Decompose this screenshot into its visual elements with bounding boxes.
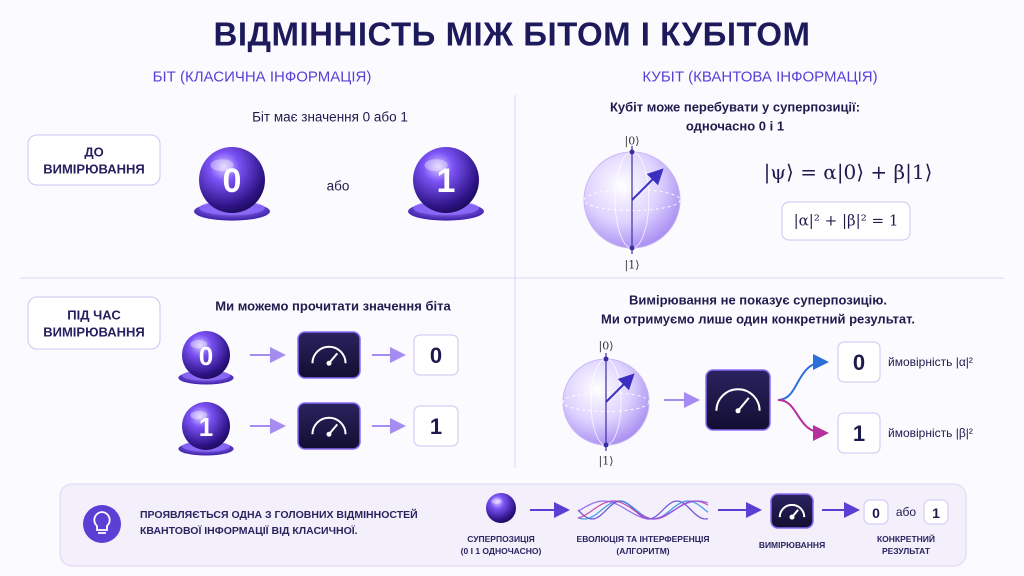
row-label-box [27, 296, 161, 350]
ball-highlight [190, 410, 208, 420]
bit-ball [199, 147, 265, 213]
ball-highlight [491, 498, 502, 504]
bit-value: 0 [198, 341, 214, 371]
normalization: |α|² + |β|² = 1 [793, 211, 899, 230]
gauge-box [705, 369, 771, 431]
bit-value: 1 [436, 162, 456, 200]
title: ВІДМІННІСТЬ МІЖ БІТОМ І КУБІТОМ [213, 15, 811, 53]
pole [629, 149, 635, 155]
footer-panel [59, 483, 967, 567]
row-label: ДО [84, 144, 104, 159]
row-label: ВИМІРЮВАННЯ [43, 161, 145, 176]
bit-ball [182, 402, 230, 450]
bulb-icon [93, 511, 111, 534]
gauge-pivot [789, 514, 795, 520]
step-label: СУПЕРПОЗИЦІЯ [467, 533, 535, 544]
step-label: ЕВОЛЮЦІЯ ТА ІНТЕРФЕРЕНЦІЯ [576, 533, 710, 544]
gauge-box [297, 331, 361, 379]
step-label: КОНКРЕТНИЙ [876, 533, 936, 544]
step-label: ВИМІРЮВАННЯ [758, 539, 826, 550]
bit-ball [486, 493, 516, 523]
result-box [413, 334, 459, 376]
caption: одночасно 0 і 1 [685, 118, 785, 134]
caption: Вимірювання не показує суперпозицію. [628, 292, 888, 308]
row-label: ПІД ЧАС [67, 307, 121, 322]
caption: Кубіт може перебувати у суперпозиції: [609, 99, 861, 115]
step-label: (АЛГОРИТМ) [616, 545, 670, 556]
ball-highlight [190, 339, 208, 349]
bulb-icon [83, 505, 121, 543]
separator: або [895, 505, 917, 519]
bit-value: 0 [222, 162, 242, 200]
gauge-box [770, 493, 814, 529]
gauge-pivot [326, 431, 332, 437]
gauge-arc [311, 345, 347, 364]
outcome-value: 0 [852, 350, 866, 375]
ket-label: |1⟩ [624, 258, 640, 272]
wave [577, 500, 709, 520]
ket-label: |0⟩ [598, 339, 614, 353]
gauge-arc [778, 503, 806, 518]
pole [603, 356, 609, 362]
footer-message: ПРОЯВЛЯЄТЬСЯ ОДНА З ГОЛОВНИХ ВІДМІННОСТЕ… [140, 508, 418, 521]
gauge-pivot [326, 360, 332, 366]
result-box [837, 412, 881, 454]
row-label-box [27, 134, 161, 186]
result-box [863, 499, 889, 525]
bit-ball [413, 147, 479, 213]
result-box [923, 499, 949, 525]
equator [562, 392, 650, 412]
step-label: РЕЗУЛЬТАТ [881, 545, 931, 556]
state-vector [605, 373, 635, 403]
column-header: КУБІТ (КВАНТОВА ІНФОРМАЦІЯ) [642, 68, 878, 86]
branch [777, 354, 829, 401]
pole [603, 442, 609, 448]
probability: ймовірність |β|² [888, 426, 973, 440]
state-formula: |ψ⟩ = α|0⟩ + β|1⟩ [763, 160, 933, 184]
footer-message: КВАНТОВОЇ ІНФОРМАЦІЇ ВІД КЛАСИЧНОЇ. [140, 524, 358, 537]
separator: або [326, 178, 350, 194]
row-label: ВИМІРЮВАННЯ [43, 324, 145, 339]
result-value: 0 [429, 343, 443, 368]
gauge-arc [311, 416, 347, 435]
probability: ймовірність |α|² [888, 355, 973, 369]
ket-label: |1⟩ [598, 454, 614, 468]
bit-ball [182, 331, 230, 379]
result-value: 1 [429, 414, 443, 439]
result-value: 0 [872, 505, 880, 521]
ball-highlight [210, 159, 234, 172]
result-box [413, 405, 459, 447]
state-vector [631, 168, 664, 201]
branch [777, 399, 829, 441]
formula-box [781, 201, 911, 241]
ket-label: |0⟩ [624, 134, 640, 148]
gauge-arc [715, 388, 761, 411]
ball-highlight [424, 159, 448, 172]
gauge-box [297, 402, 361, 450]
gauge-pivot [735, 408, 741, 414]
result-box [837, 341, 881, 383]
bit-value: 1 [198, 412, 214, 442]
outcome-value: 1 [852, 421, 866, 446]
step-label: (0 І 1 ОДНОЧАСНО) [460, 545, 542, 556]
column-header: БІТ (КЛАСИЧНА ІНФОРМАЦІЯ) [152, 68, 372, 86]
caption: Біт має значення 0 або 1 [252, 109, 408, 125]
gauge-needle [737, 397, 750, 412]
caption: Ми отримуємо лише один конкретний резуль… [601, 311, 915, 327]
caption: Ми можемо прочитати значення біта [215, 298, 451, 314]
result-value: 1 [932, 505, 940, 521]
pole [629, 245, 635, 251]
